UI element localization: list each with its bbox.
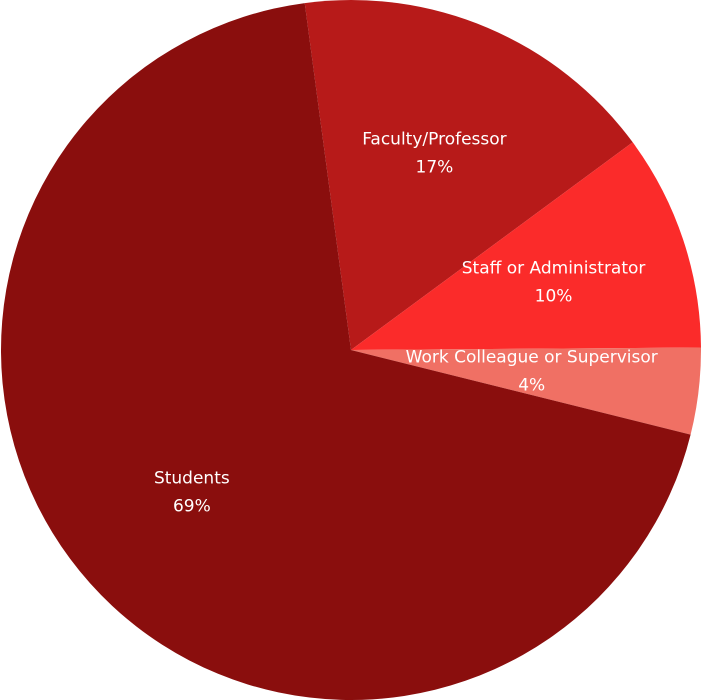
slice-value-label: 69% bbox=[173, 496, 211, 516]
pie-slice bbox=[304, 0, 633, 351]
slice-label: Students bbox=[154, 468, 230, 488]
slice-label: Faculty/Professor bbox=[362, 129, 506, 149]
pie-slice bbox=[351, 142, 701, 350]
pie-slice bbox=[351, 347, 701, 435]
slice-value-label: 10% bbox=[535, 287, 573, 307]
pie-slice bbox=[1, 3, 691, 700]
slice-value-label: 4% bbox=[518, 376, 545, 396]
slice-value-label: 17% bbox=[416, 157, 454, 177]
slice-label: Staff or Administrator bbox=[462, 259, 646, 279]
slice-label: Work Colleague or Supervisor bbox=[406, 348, 658, 368]
